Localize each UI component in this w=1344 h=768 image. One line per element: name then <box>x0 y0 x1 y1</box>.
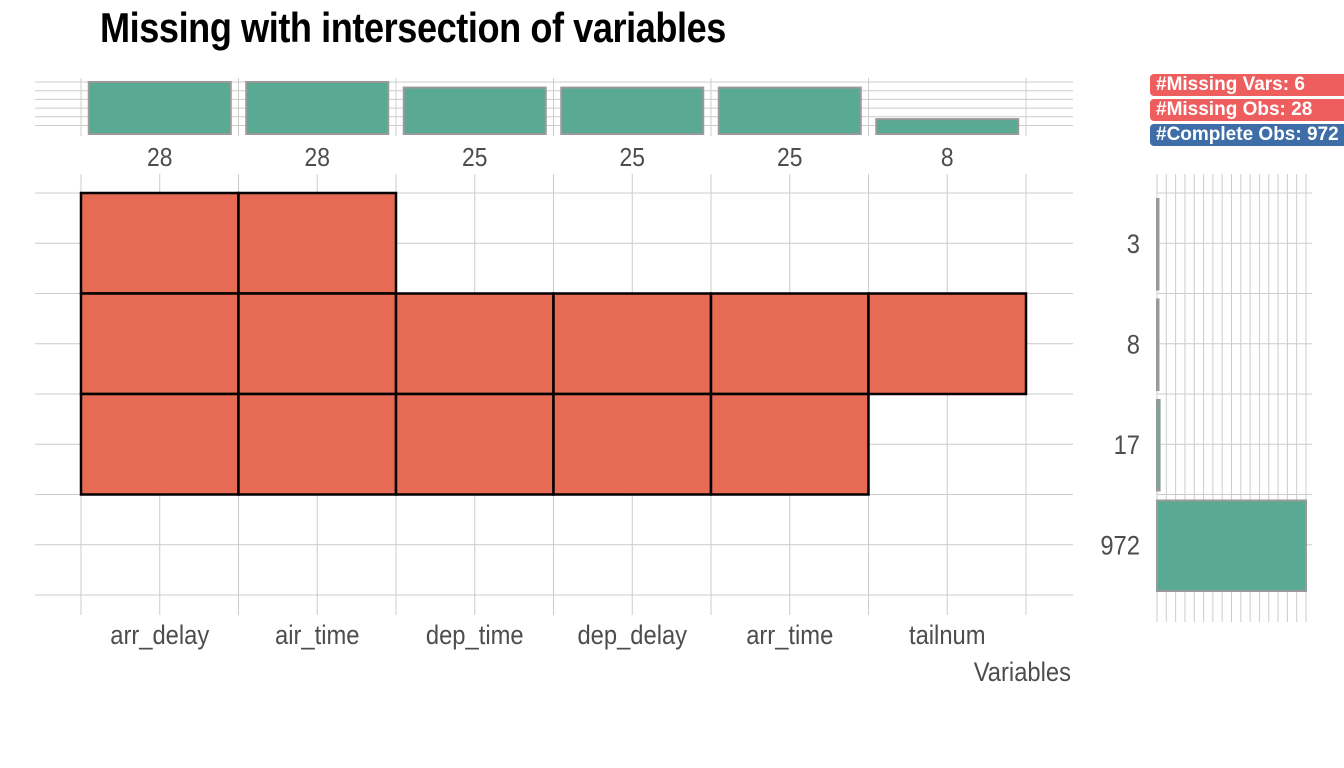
top-bar-dep_delay <box>560 86 705 135</box>
chart-title: Missing with intersection of variables <box>100 4 726 51</box>
x-tick-air_time: air_time <box>275 621 359 651</box>
y-tick-8: 8 <box>1127 330 1140 360</box>
missing-cell-air_time-row-8 <box>237 292 398 396</box>
y-tick-3: 3 <box>1127 230 1140 260</box>
missing-obs-badge: #Missing Obs: 28 <box>1150 99 1344 121</box>
top-bar-value-label: 28 <box>147 144 172 173</box>
top-bar-value-label: 25 <box>777 144 802 173</box>
top-bar-air_time <box>245 81 390 135</box>
missing-cell-dep_delay-row-8 <box>552 292 713 396</box>
right-bar-3 <box>1156 198 1160 291</box>
top-bar-arr_time <box>717 86 862 135</box>
missing-cell-dep_time-row-8 <box>394 292 555 396</box>
missing-cell-arr_delay-row-8 <box>79 292 240 396</box>
complete-obs-badge: #Complete Obs: 972 <box>1150 124 1344 146</box>
y-axis-tick-labels: 3 8 17 972 <box>1100 230 1140 561</box>
y-tick-972: 972 <box>1100 531 1140 561</box>
top-bar-value-label: 25 <box>620 144 645 173</box>
x-tick-arr_delay: arr_delay <box>110 621 209 651</box>
right-bar-17 <box>1156 399 1161 492</box>
x-axis-title: Variables <box>974 658 1071 688</box>
top-bar-value-label: 25 <box>462 144 487 173</box>
missing-vars-badge: #Missing Vars: 6 <box>1150 74 1344 96</box>
x-axis-tick-labels: arr_delay air_time dep_time dep_delay arr_ti… <box>110 621 985 651</box>
right-bar-972 <box>1156 499 1307 592</box>
missing-cell-arr_time-row-8 <box>709 292 870 396</box>
missing-cell-air_time-row-17 <box>237 392 398 496</box>
top-bar-value-label: 28 <box>305 144 330 173</box>
top-bar-arr_delay <box>87 81 232 135</box>
missing-cell-arr_delay-row-3 <box>79 191 240 295</box>
top-bar-value-label: 8 <box>941 144 954 173</box>
x-tick-dep_delay: dep_delay <box>577 621 687 651</box>
y-tick-17: 17 <box>1114 431 1140 461</box>
top-bar-dep_time <box>402 86 547 135</box>
x-tick-tailnum: tailnum <box>909 621 986 651</box>
missing-cell-arr_delay-row-17 <box>79 392 240 496</box>
missing-cell-tailnum-row-8 <box>867 292 1028 396</box>
x-tick-arr_time: arr_time <box>746 621 833 651</box>
missing-matrix-cells <box>79 191 1028 496</box>
top-bar-tailnum <box>875 118 1020 136</box>
top-bar-value-labels: 28 28 25 25 25 8 <box>147 144 954 173</box>
right-bar-8 <box>1156 298 1160 391</box>
x-tick-dep_time: dep_time <box>426 621 524 651</box>
right-bar-chart <box>1156 198 1307 592</box>
missing-cell-dep_time-row-17 <box>394 392 555 496</box>
top-bar-chart <box>87 81 1020 136</box>
missing-cell-air_time-row-3 <box>237 191 398 295</box>
missing-cell-arr_time-row-17 <box>709 392 870 496</box>
missing-cell-dep_delay-row-17 <box>552 392 713 496</box>
